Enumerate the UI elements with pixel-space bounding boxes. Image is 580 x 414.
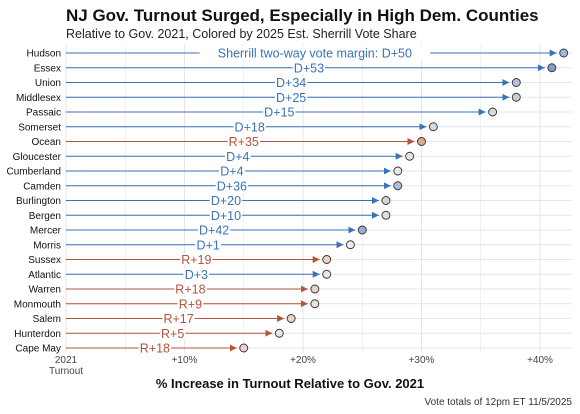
county-label: Warren <box>29 285 61 296</box>
county-label: Bergen <box>29 211 61 222</box>
turnout-point <box>405 151 415 161</box>
turnout-point <box>274 328 284 338</box>
margin-label-bg <box>138 341 172 355</box>
x-tick-label: +20% <box>290 355 316 366</box>
margin-label-bg <box>183 267 210 281</box>
margin-label: D+20 <box>211 194 241 208</box>
margin-label-bg <box>195 238 222 252</box>
county-label: Cape May <box>15 344 61 355</box>
turnout-point <box>511 92 521 102</box>
margin-label: R+18 <box>140 342 170 356</box>
margin-label-bg <box>197 223 231 237</box>
county-label: Gloucester <box>13 152 62 163</box>
margin-label-bg <box>227 135 260 148</box>
chart-subtitle: Relative to Gov. 2021, Colored by 2025 E… <box>66 27 417 41</box>
turnout-point <box>393 166 403 176</box>
turnout-point <box>488 107 498 117</box>
x-tick-label: 2021 <box>55 355 78 366</box>
turnout-point <box>345 240 355 250</box>
county-label: Somerset <box>18 122 61 133</box>
turnout-point <box>310 299 320 309</box>
margin-label: D+42 <box>199 224 229 238</box>
x-axis-label: % Increase in Turnout Relative to Gov. 2… <box>155 376 425 391</box>
x-tick-label: +10% <box>172 355 198 366</box>
margin-label-bg <box>177 297 204 311</box>
margin-label-bg <box>219 164 245 178</box>
turnout-point <box>322 269 332 279</box>
margin-label: D+15 <box>264 106 294 120</box>
margin-label-bg <box>215 179 249 193</box>
margin-label: D+25 <box>276 91 306 105</box>
margin-label: D+1 <box>197 238 220 252</box>
margin-label: R+18 <box>175 283 205 297</box>
margin-label-bg <box>209 208 243 222</box>
turnout-point <box>286 314 296 323</box>
margin-label: Sherrill two-way vote margin: D+50 <box>218 47 412 61</box>
chart-title: NJ Gov. Turnout Surged, Especially in Hi… <box>66 6 539 25</box>
county-label: Cumberland <box>7 167 61 178</box>
county-label: Mercer <box>30 226 62 237</box>
margin-label: D+4 <box>220 165 243 179</box>
county-label: Ocean <box>32 137 61 148</box>
turnout-point <box>310 284 320 294</box>
turnout-point <box>381 210 391 220</box>
turnout-point <box>322 255 332 264</box>
margin-label: D+34 <box>276 76 306 90</box>
margin-label-bg <box>159 326 186 340</box>
source-note: Vote totals of 12pm ET 11/5/2025 <box>424 397 572 408</box>
county-label: Monmouth <box>14 299 61 310</box>
margin-label: R+17 <box>163 312 193 326</box>
margin-label-bg <box>199 46 431 60</box>
margin-label-bg <box>209 194 243 207</box>
x-tick-sublabel: Turnout <box>49 366 83 377</box>
turnout-point <box>547 63 557 73</box>
margin-label: R+19 <box>181 253 211 267</box>
turnout-point <box>393 181 403 191</box>
county-label: Hunterdon <box>14 329 61 340</box>
margin-label-bg <box>274 76 308 89</box>
county-label: Passaic <box>26 108 61 119</box>
margin-label: R+35 <box>229 135 259 149</box>
x-tick-label: +30% <box>409 355 435 366</box>
county-label: Middlesex <box>16 93 61 104</box>
turnout-point <box>511 78 521 87</box>
x-tick-label: +40% <box>527 355 553 366</box>
county-label: Hudson <box>27 49 61 60</box>
margin-label: D+4 <box>226 150 249 164</box>
county-label: Salem <box>33 314 61 325</box>
turnout-point <box>357 225 367 235</box>
county-label: Atlantic <box>28 270 61 281</box>
county-label: Sussex <box>28 255 61 266</box>
margin-label: D+53 <box>294 61 324 75</box>
margin-label: R+9 <box>179 297 202 311</box>
county-label: Morris <box>33 240 61 251</box>
margin-label-bg <box>224 149 251 163</box>
margin-label-bg <box>174 282 207 296</box>
margin-label-bg <box>233 120 266 134</box>
margin-label-bg <box>292 61 326 75</box>
turnout-point <box>417 137 426 146</box>
margin-label: D+10 <box>211 209 241 223</box>
county-label: Union <box>35 78 61 89</box>
turnout-point <box>559 48 569 58</box>
county-label: Camden <box>23 181 61 192</box>
margin-label: D+3 <box>185 268 208 282</box>
turnout-point <box>381 196 391 205</box>
margin-label: D+18 <box>235 120 265 134</box>
margin-label-bg <box>274 90 308 104</box>
margin-label: D+36 <box>217 179 247 193</box>
county-label: Essex <box>34 63 61 74</box>
margin-label-bg <box>263 105 296 119</box>
turnout-point <box>428 122 438 132</box>
margin-label-bg <box>162 312 195 325</box>
county-label: Burlington <box>16 196 61 207</box>
margin-label: R+5 <box>161 327 184 341</box>
turnout-point <box>239 343 249 353</box>
margin-label-bg <box>180 253 213 266</box>
